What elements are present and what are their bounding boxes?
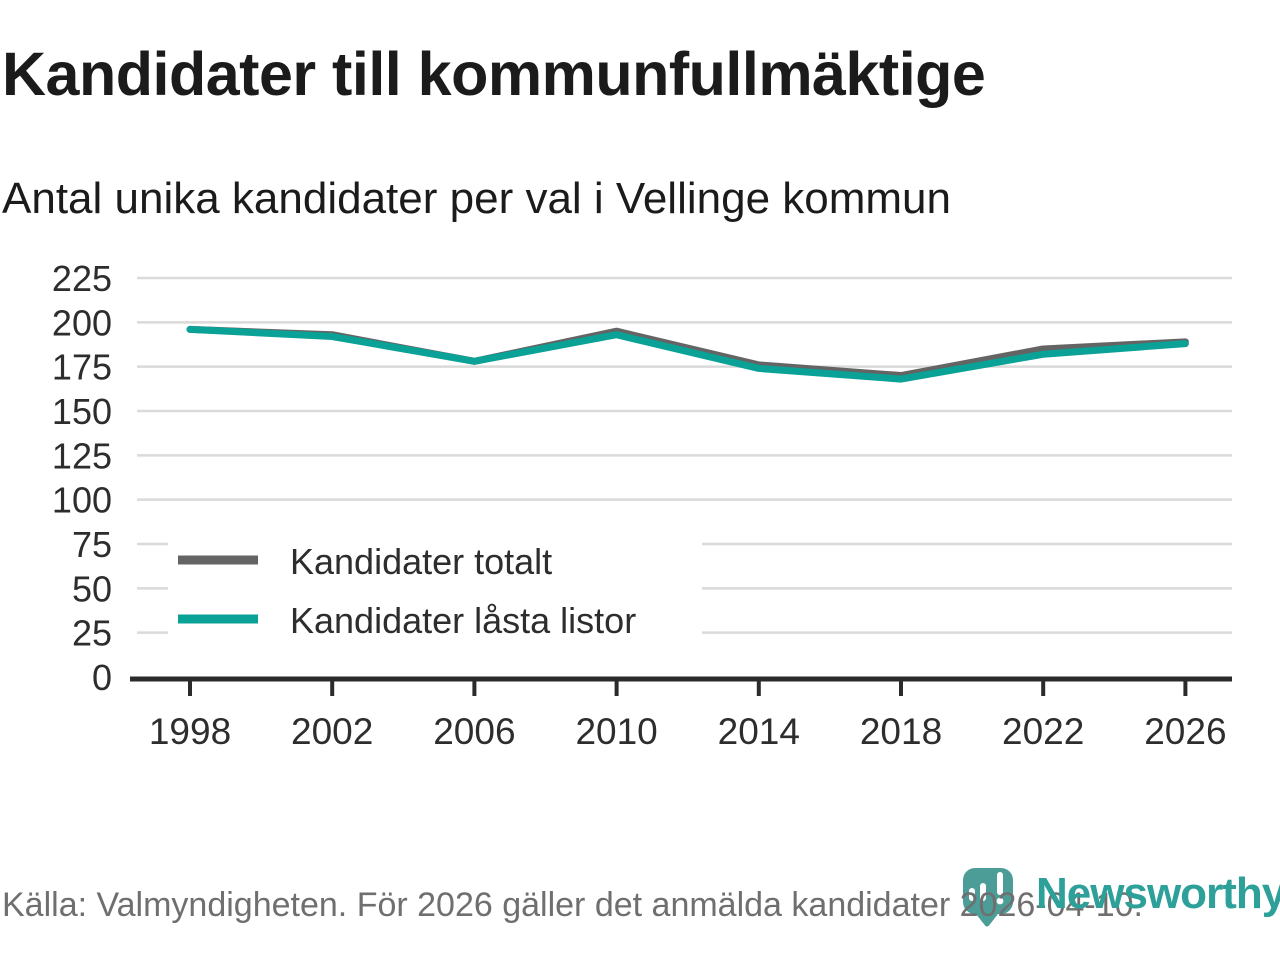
- chart-title: Kandidater till kommunfullmäktige: [2, 40, 986, 108]
- legend: Kandidater totalt Kandidater låsta listo…: [168, 528, 702, 664]
- exclamation-dot: [996, 897, 1004, 905]
- series: [186, 325, 1189, 383]
- x-tick-label-2002: 2002: [291, 711, 373, 752]
- newsworthy-logo-pin: [963, 868, 1013, 927]
- x-tick-label-2026: 2026: [1144, 711, 1226, 752]
- bar-chart-icon: [969, 872, 1003, 901]
- x-tick-label-2010: 2010: [575, 711, 657, 752]
- y-tick-label-225: 225: [52, 258, 112, 299]
- y-tick-label-100: 100: [52, 480, 112, 521]
- y-tick-label-150: 150: [52, 391, 112, 432]
- chart-subtitle: Antal unika kandidater per val i Velling…: [2, 174, 951, 223]
- x-tick-label-2006: 2006: [433, 711, 515, 752]
- y-tick-label-200: 200: [52, 302, 112, 343]
- source-note: Källa: Valmyndigheten. För 2026 gäller d…: [2, 886, 1143, 924]
- series-line-kandidater-l-sta-listor: [186, 325, 1189, 383]
- y-tick-label-75: 75: [72, 524, 112, 565]
- legend-label-locked: Kandidater låsta listor: [290, 600, 636, 641]
- legend-background: [168, 528, 702, 664]
- x-tick-label-2022: 2022: [1002, 711, 1084, 752]
- x-tick-label-1998: 1998: [149, 711, 231, 752]
- newsworthy-wordmark: Newsworthy: [1036, 869, 1280, 918]
- y-tick-label-25: 25: [72, 613, 112, 654]
- y-tick-label-50: 50: [72, 568, 112, 609]
- x-tick-label-2014: 2014: [718, 711, 800, 752]
- y-tick-label-175: 175: [52, 347, 112, 388]
- x-tick-label-2018: 2018: [860, 711, 942, 752]
- legend-label-total: Kandidater totalt: [290, 541, 552, 582]
- y-tick-label-125: 125: [52, 435, 112, 476]
- y-tick-label-0: 0: [92, 657, 112, 698]
